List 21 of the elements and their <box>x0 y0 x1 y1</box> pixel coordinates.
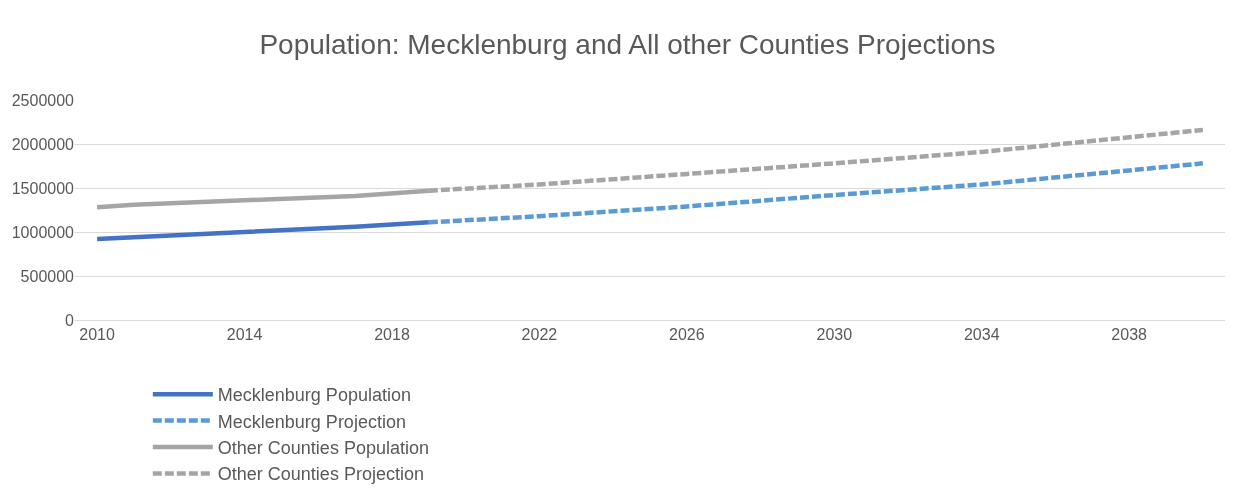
y-tick-label: 2000000 <box>11 135 75 153</box>
line-series <box>426 161 1206 225</box>
chart-title: Population: Mecklenburg and All other Counties Projections <box>259 29 996 61</box>
x-tick-label: 2018 <box>374 326 410 344</box>
y-tick-label: 1000000 <box>11 223 75 241</box>
x-tick-label: 2038 <box>1111 326 1148 344</box>
legend-label: Other Counties Population <box>217 438 429 459</box>
x-tick-label: 2026 <box>669 326 705 344</box>
line-series <box>94 220 432 242</box>
x-tick-label: 2034 <box>963 326 1000 344</box>
x-tick-label: 2010 <box>79 326 116 344</box>
legend-label: Mecklenburg Population <box>217 385 411 406</box>
x-tick-label: 2014 <box>226 326 263 344</box>
legend-label: Other Counties Projection <box>217 464 424 485</box>
y-tick-label: 1500000 <box>11 179 75 197</box>
legend-label: Mecklenburg Projection <box>217 411 406 432</box>
x-tick-label: 2022 <box>521 326 558 344</box>
y-tick-label: 500000 <box>20 267 75 285</box>
y-tick-label: 2500000 <box>11 91 75 109</box>
x-tick-label: 2030 <box>816 326 853 344</box>
y-tick-label: 0 <box>65 311 75 329</box>
